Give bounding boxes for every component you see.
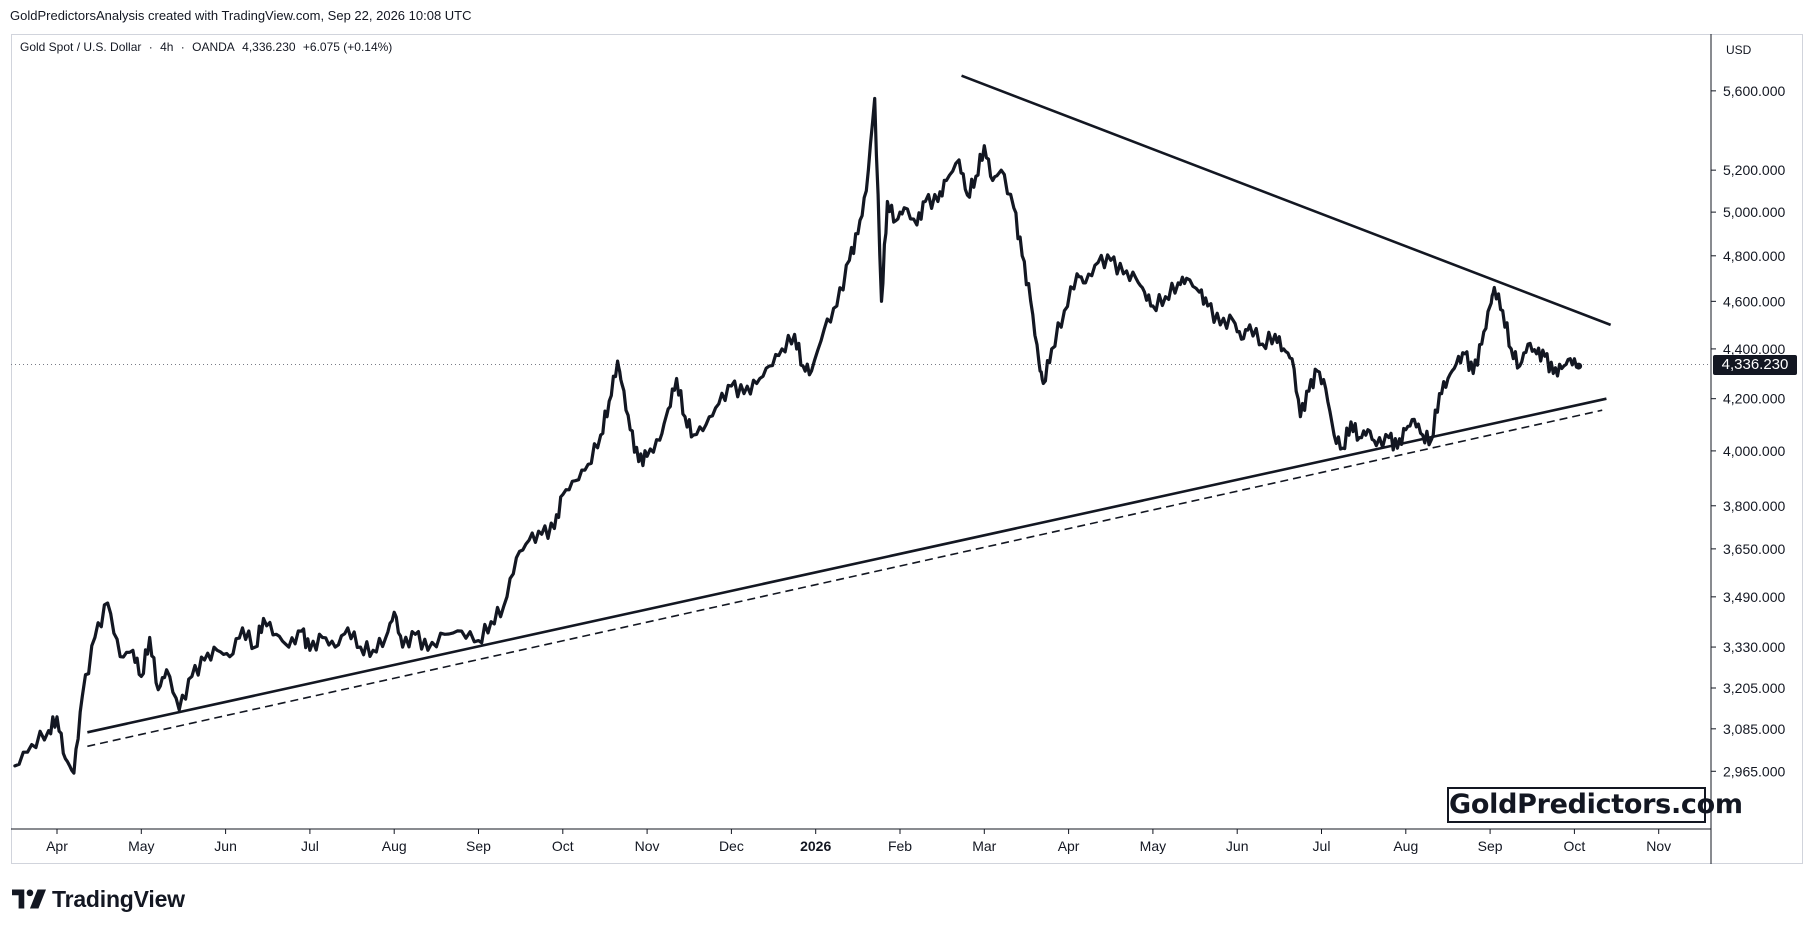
price-tick-label: 3,800.000 <box>1723 498 1785 514</box>
time-tick-label: Jun <box>214 838 237 854</box>
price-tick-label: 5,000.000 <box>1723 204 1785 220</box>
price-tick-label: 2,965.000 <box>1723 763 1785 779</box>
time-tick-label: Mar <box>972 838 996 854</box>
time-tick-label: May <box>128 838 154 854</box>
price-change-value: +6.075 (+0.14%) <box>302 40 393 54</box>
tradingview-wordmark: TradingView <box>52 885 185 912</box>
symbol-name[interactable]: Gold Spot / U.S. Dollar <box>20 40 142 54</box>
broker-label: OANDA <box>192 40 235 54</box>
trendline-solid-0[interactable] <box>961 74 1612 327</box>
time-tick-label: Dec <box>719 838 744 854</box>
time-tick-label: Sep <box>1478 838 1503 854</box>
price-series-line[interactable] <box>13 96 1581 775</box>
time-tick-label: May <box>1140 838 1166 854</box>
currency-selector[interactable]: USD <box>1726 43 1752 57</box>
time-tick-label: Aug <box>1393 838 1418 854</box>
price-tick-label: 5,200.000 <box>1723 162 1785 178</box>
separator-dot: · <box>180 40 185 54</box>
price-tick-label: 4,600.000 <box>1723 293 1785 309</box>
time-axis[interactable]: Apr May Jun Jul Aug Sep Oct Nov Dec 2026 Feb Mar Apr… <box>46 829 1671 854</box>
price-tick-label: 4,800.000 <box>1723 248 1785 264</box>
time-tick-label: Apr <box>1058 838 1080 854</box>
time-tick-label: Feb <box>888 838 912 854</box>
time-tick-label: Aug <box>382 838 407 854</box>
time-tick-label: Nov <box>635 838 660 854</box>
last-price-value: 4,336.230 <box>242 40 296 54</box>
price-tick-label: 3,330.000 <box>1723 639 1785 655</box>
price-tick-label: 4,000.000 <box>1723 443 1785 459</box>
price-tick-label: 4,200.000 <box>1723 391 1785 407</box>
tradingview-logo-icon <box>12 889 46 909</box>
trendline-dashed-2[interactable] <box>87 409 1603 748</box>
time-tick-label: 2026 <box>800 838 831 854</box>
symbol-legend[interactable]: Gold Spot / U.S. Dollar · 4h · OANDA 4,3… <box>20 40 396 54</box>
price-tick-label: 3,490.000 <box>1723 589 1785 605</box>
time-tick-label: Jul <box>301 838 319 854</box>
watermark-logo: GoldPredictors.com <box>1447 787 1743 823</box>
time-tick-label: Apr <box>46 838 68 854</box>
tradingview-logo[interactable]: TradingView <box>12 886 185 912</box>
price-tick-label: 5,600.000 <box>1723 83 1785 99</box>
chart-caption: GoldPredictorsAnalysis created with Trad… <box>10 8 472 23</box>
separator-dot: · <box>148 40 153 54</box>
time-tick-label: Jun <box>1226 838 1249 854</box>
time-tick-label: Sep <box>466 838 491 854</box>
last-price-badge: 4,336.230 <box>1713 354 1797 375</box>
trendline-solid-1[interactable] <box>87 397 1607 734</box>
time-tick-label: Oct <box>552 838 574 854</box>
last-price-marker <box>1575 362 1583 370</box>
price-tick-label: 3,085.000 <box>1723 721 1785 737</box>
price-tick-label: 3,205.000 <box>1723 680 1785 696</box>
time-tick-label: Oct <box>1564 838 1586 854</box>
price-tick-label: 4,400.000 <box>1723 341 1785 357</box>
time-tick-label: Jul <box>1313 838 1331 854</box>
time-tick-label: Nov <box>1646 838 1671 854</box>
trendlines[interactable] <box>87 74 1612 748</box>
price-tick-label: 3,650.000 <box>1723 541 1785 557</box>
price-axis[interactable]: 5,600.000 5,200.000 5,000.000 4,800.000 4,60… <box>1711 83 1785 779</box>
interval-label[interactable]: 4h <box>160 40 174 54</box>
chart-frame <box>11 34 1803 864</box>
